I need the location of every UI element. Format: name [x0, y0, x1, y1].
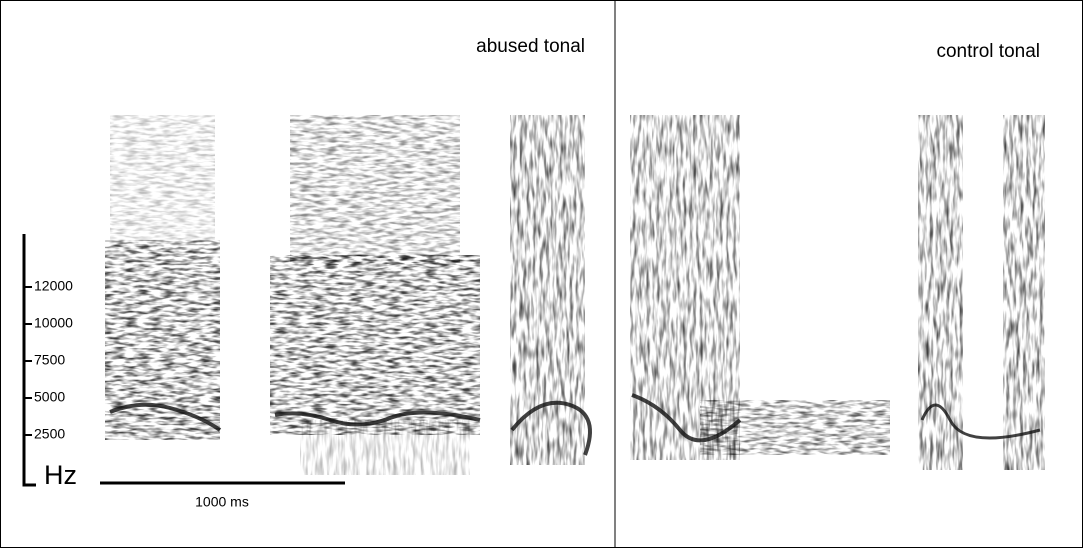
tick-label: 5000 — [34, 389, 65, 405]
tick-label: 12000 — [34, 278, 73, 294]
panel-title: control tonal — [936, 41, 1040, 62]
axis-unit: Hz — [44, 460, 77, 490]
panel-title: abused tonal — [476, 36, 585, 57]
tick-label: 7500 — [34, 352, 65, 368]
scale-bar-label: 1000 ms — [195, 494, 249, 510]
spectrogram-right — [630, 115, 1045, 470]
tick-label: 10000 — [34, 315, 73, 331]
figure: abused tonal control tonal 12000 10000 750… — [0, 0, 1083, 548]
spectrogram-left — [105, 115, 590, 475]
tick-label: 2500 — [34, 426, 65, 442]
